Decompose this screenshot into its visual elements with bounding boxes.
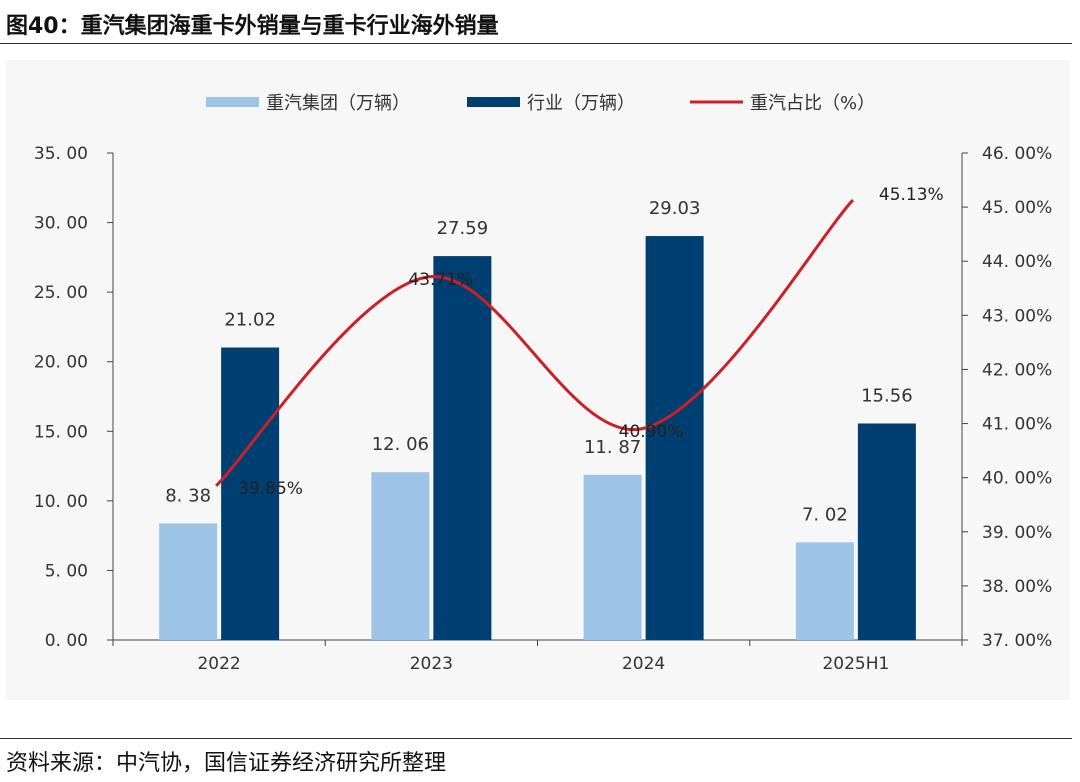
data-label-group-sales: 12. 06: [372, 434, 429, 455]
footer-divider: [0, 738, 1072, 739]
ratio-line: [215, 199, 854, 487]
data-label-industry-sales: 15.56: [861, 385, 913, 406]
bar-industry-sales: [645, 236, 704, 640]
bar-industry-sales: [433, 256, 492, 640]
legend-label-group-sales: 重汽集团（万辆）: [266, 93, 410, 114]
bar-industry-sales: [857, 423, 916, 640]
data-label-group-sales: 7. 02: [802, 504, 848, 525]
data-label-ratio: 45.13%: [879, 185, 944, 205]
ratio-line-path: [215, 199, 854, 487]
y-tick-label-left: 10. 00: [34, 492, 88, 512]
x-tick-label: 2024: [622, 654, 665, 674]
y-tick-label-right: 37. 00%: [982, 631, 1052, 651]
data-label-industry-sales: 27.59: [437, 218, 489, 239]
legend-swatch-group-sales: [206, 97, 259, 107]
data-label-industry-sales: 21.02: [224, 310, 276, 331]
legend-label-ratio: 重汽占比（%）: [750, 93, 875, 114]
x-tick-label: 2023: [410, 654, 453, 674]
data-label-industry-sales: 29.03: [649, 198, 701, 219]
legend: 重汽集团（万辆） 行业（万辆） 重汽占比（%）: [206, 93, 875, 114]
y-tick-label-left: 20. 00: [34, 353, 88, 373]
y-tick-label-left: 25. 00: [34, 283, 88, 303]
bar-group-sales: [159, 523, 218, 640]
data-labels: 8. 38 21.02 12. 06 27.59 11. 87 29.03 7. 02 15.…: [165, 185, 943, 525]
axes: 0. 00 5. 00 10. 00 15. 00 20. 00 25. 00 30. 00…: [34, 144, 1052, 674]
legend-swatch-industry-sales: [467, 97, 520, 107]
bar-industry-sales: [221, 347, 280, 640]
bar-group-sales: [583, 474, 642, 640]
y-tick-label-left: 35. 00: [34, 144, 88, 164]
data-label-ratio: 40.90%: [619, 422, 684, 442]
page-title: 图40：重汽集团海重卡外销量与重卡行业海外销量: [6, 14, 499, 39]
bars: [159, 236, 916, 640]
bar-group-sales: [371, 472, 430, 640]
x-tick-label: 2025H1: [822, 654, 889, 674]
y-tick-label-right: 41. 00%: [982, 415, 1052, 435]
y-tick-label-left: 0. 00: [45, 631, 88, 651]
x-tick-label: 2022: [197, 654, 240, 674]
y-tick-label-right: 44. 00%: [982, 252, 1052, 272]
y-tick-label-left: 15. 00: [34, 422, 88, 442]
data-label-group-sales: 11. 87: [584, 437, 641, 458]
y-tick-label-left: 5. 00: [45, 561, 88, 581]
y-tick-label-left: 30. 00: [34, 214, 88, 234]
data-label-ratio: 43.71%: [408, 270, 473, 290]
source-note: 资料来源：中汽协，国信证券经济研究所整理: [6, 751, 447, 776]
y-tick-label-right: 45. 00%: [982, 198, 1052, 218]
y-tick-label-right: 42. 00%: [982, 360, 1052, 380]
y-tick-label-right: 46. 00%: [982, 144, 1052, 164]
bar-group-sales: [795, 542, 854, 640]
data-label-ratio: 39.85%: [238, 479, 303, 499]
y-tick-label-right: 38. 00%: [982, 577, 1052, 597]
y-tick-label-right: 39. 00%: [982, 523, 1052, 543]
data-label-group-sales: 8. 38: [165, 485, 211, 506]
y-tick-label-right: 40. 00%: [982, 469, 1052, 489]
y-tick-label-right: 43. 00%: [982, 306, 1052, 326]
title-divider: [0, 43, 1072, 44]
legend-label-industry-sales: 行业（万辆）: [527, 93, 635, 114]
